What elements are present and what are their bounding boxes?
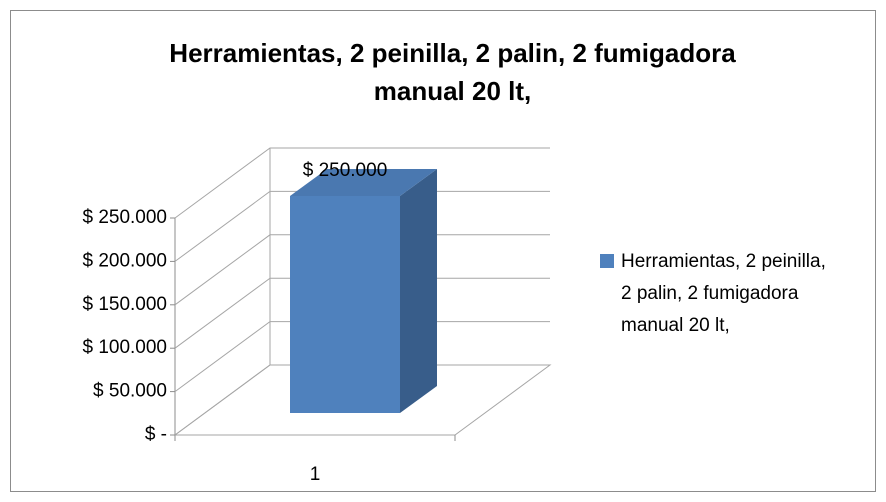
y-tick-label: $ 100.000 [82, 337, 167, 358]
grid-line [174, 234, 550, 306]
bar-top [290, 169, 437, 196]
data-label: $ 250.000 [303, 160, 388, 181]
chart-title: Herramientas, 2 peinilla, 2 palin, 2 fum… [169, 38, 736, 106]
legend-label: Herramientas, 2 peinilla, 2 palin, 2 fum… [621, 251, 826, 336]
bar-side [400, 169, 437, 413]
grid-line [174, 321, 550, 393]
plot: $ - $ 50.000 $ 100.000 $ 150.000 $ 200.000 $ … [82, 147, 552, 485]
grid-line [174, 364, 550, 436]
grid-line [174, 147, 550, 219]
legend-key [600, 254, 614, 268]
bar [290, 196, 400, 413]
y-tick-label: $ 150.000 [82, 294, 167, 315]
y-tick-label: $ 250.000 [82, 207, 167, 228]
y-tick-label: $ - [145, 424, 167, 445]
grid-line [174, 277, 550, 349]
y-tick-label: $ 50.000 [93, 381, 167, 402]
chart-border [10, 10, 876, 492]
y-tick-label: $ 200.000 [82, 250, 167, 271]
grid-line [174, 190, 550, 262]
x-tick-label: 1 [310, 464, 321, 485]
